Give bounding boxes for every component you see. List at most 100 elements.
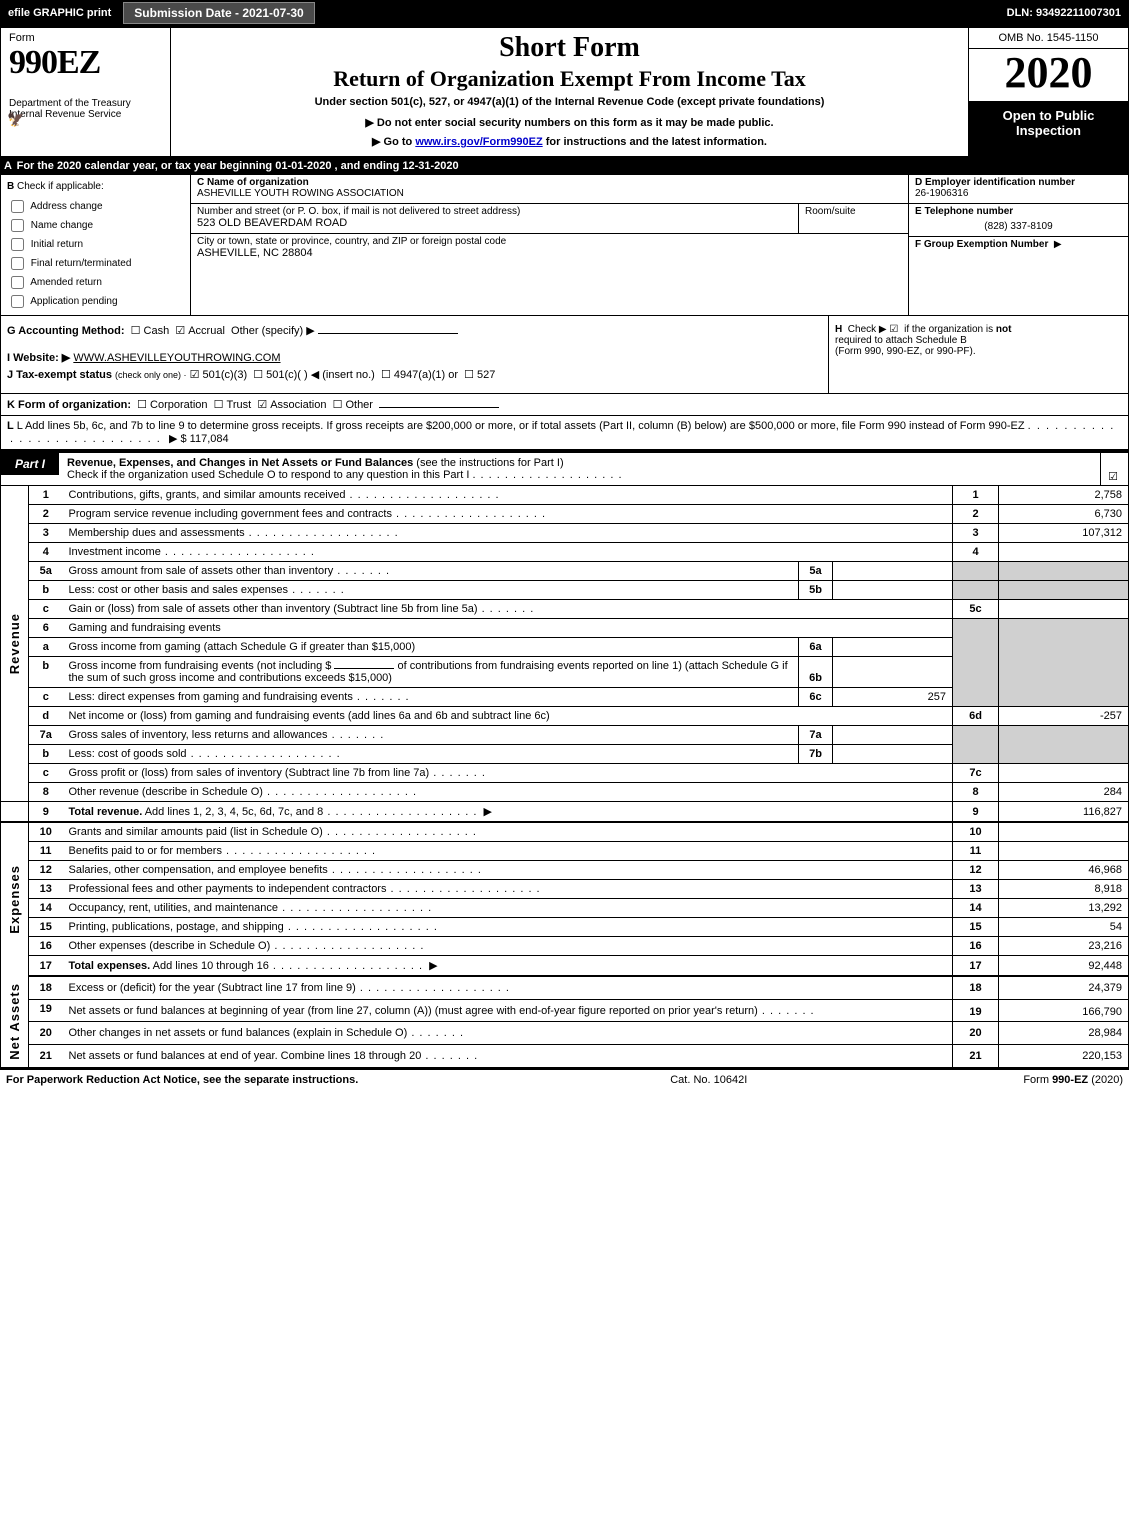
row-8: 8 Other revenue (describe in Schedule O)… [1,783,1129,802]
telephone-label: E Telephone number [915,206,1122,217]
checkbox-527[interactable] [464,369,477,381]
treasury-eagle-icon: 🦅 [7,111,24,128]
amount-9: 116,827 [999,802,1129,823]
row-5c: c Gain or (loss) from sale of assets oth… [1,600,1129,619]
dln-label: DLN: 93492211007301 [999,0,1129,26]
checkbox-application-pending[interactable]: Application pending [7,292,184,311]
box-c-org-info: C Name of organization ASHEVILLE YOUTH R… [191,175,908,315]
room-suite-label: Room/suite [798,204,908,234]
checkbox-address-change[interactable]: Address change [7,197,184,216]
header-center: Short Form Return of Organization Exempt… [171,28,968,156]
amount-21: 220,153 [999,1045,1129,1068]
form-990ez-page: efile GRAPHIC print Submission Date - 20… [0,0,1129,1090]
form-word: Form [9,32,162,44]
submission-date-button[interactable]: Submission Date - 2021-07-30 [123,2,314,24]
city-value: ASHEVILLE, NC 28804 [197,247,902,259]
address-value: 523 OLD BEAVERDAM ROAD [197,217,792,229]
row-18: Net Assets 18 Excess or (deficit) for th… [1,976,1129,999]
amount-16: 23,216 [999,937,1129,956]
telephone-value: (828) 337-8109 [915,221,1122,232]
checkbox-accrual[interactable] [175,325,188,337]
box-def: D Employer identification number 26-1906… [908,175,1128,315]
gross-receipts-amount: $ 117,084 [181,433,229,445]
irs-label: Internal Revenue Service [9,109,162,120]
checkbox-corporation[interactable] [137,399,150,411]
page-footer: For Paperwork Reduction Act Notice, see … [0,1068,1129,1090]
box-b-checkboxes: B Check if applicable: Address change Na… [1,175,191,315]
tax-year: 2020 [969,49,1128,102]
amount-19: 166,790 [999,999,1129,1022]
line-h-schedule-b: H Check ▶ if the organization is not req… [828,316,1128,393]
side-label-net-assets: Net Assets [7,979,22,1064]
row-5b: b Less: cost or other basis and sales ex… [1,581,1129,600]
checkbox-h[interactable] [889,324,901,335]
row-12: 12 Salaries, other compensation, and emp… [1,861,1129,880]
spacer [319,0,999,26]
irs-form-link[interactable]: www.irs.gov/Form990EZ [415,136,542,148]
row-4: 4 Investment income 4 [1,543,1129,562]
part-i-label: Part I [1,453,59,475]
header-left: Form 990EZ 🦅 Department of the Treasury … [1,28,171,156]
address-label: Number and street (or P. O. box, if mail… [197,206,792,217]
row-6d: d Net income or (loss) from gaming and f… [1,707,1129,726]
row-15: 15 Printing, publications, postage, and … [1,918,1129,937]
amount-18: 24,379 [999,976,1129,999]
catalog-number: Cat. No. 10642I [475,1074,944,1086]
row-6: 6 Gaming and fundraising events [1,619,1129,638]
efile-label: efile GRAPHIC print [0,0,119,26]
checkbox-amended-return[interactable]: Amended return [7,273,184,292]
row-2: 2 Program service revenue including gove… [1,505,1129,524]
row-13: 13 Professional fees and other payments … [1,880,1129,899]
checkbox-association[interactable] [257,399,270,411]
amount-10 [999,822,1129,842]
city-label: City or town, state or province, country… [197,236,902,247]
checkbox-final-return[interactable]: Final return/terminated [7,254,184,273]
gh-row: G Accounting Method: Cash Accrual Other … [0,316,1129,394]
amount-6d: -257 [999,707,1129,726]
row-6b: b Gross income from fundraising events (… [1,657,1129,688]
checkbox-initial-return[interactable]: Initial return [7,235,184,254]
part-i-title: Revenue, Expenses, and Changes in Net As… [59,453,1100,485]
row-17: 17 Total expenses. Add lines 10 through … [1,956,1129,977]
org-name: ASHEVILLE YOUTH ROWING ASSOCIATION [197,188,902,199]
row-7a: 7a Gross sales of inventory, less return… [1,726,1129,745]
omb-number: OMB No. 1545-1150 [969,28,1128,49]
form-version: Form 990-EZ (2020) [943,1074,1123,1086]
open-public-label: Open to Public Inspection [969,102,1128,156]
line-g-accounting: G Accounting Method: Cash Accrual Other … [1,316,828,393]
row-21: 21 Net assets or fund balances at end of… [1,1045,1129,1068]
amount-7c [999,764,1129,783]
row-6c: c Less: direct expenses from gaming and … [1,688,1129,707]
amount-8: 284 [999,783,1129,802]
line-a-tax-year: A For the 2020 calendar year, or tax yea… [0,157,1129,175]
amount-11 [999,842,1129,861]
website-link[interactable]: WWW.ASHEVILLEYOUTHROWING.COM [73,352,280,364]
checkbox-501c3[interactable] [190,369,203,381]
org-info-block: B Check if applicable: Address change Na… [0,175,1129,316]
part-i-header: Part I Revenue, Expenses, and Changes in… [0,451,1129,486]
row-19: 19 Net assets or fund balances at beginn… [1,999,1129,1022]
checkbox-501c[interactable] [253,369,266,381]
org-name-label: C Name of organization [197,177,902,188]
checkbox-cash[interactable] [131,325,144,337]
checkbox-other[interactable] [333,399,346,411]
row-11: 11 Benefits paid to or for members 11 [1,842,1129,861]
form-header: Form 990EZ 🦅 Department of the Treasury … [0,26,1129,157]
paperwork-notice: For Paperwork Reduction Act Notice, see … [6,1074,475,1086]
checkbox-trust[interactable] [214,399,227,411]
header-right: OMB No. 1545-1150 2020 Open to Public In… [968,28,1128,156]
return-title: Return of Organization Exempt From Incom… [181,66,958,92]
amount-20: 28,984 [999,1022,1129,1045]
row-5a: 5a Gross amount from sale of assets othe… [1,562,1129,581]
amount-5c [999,600,1129,619]
ein-label: D Employer identification number [915,177,1122,188]
side-label-expenses: Expenses [7,861,22,938]
part-i-check[interactable] [1100,453,1128,485]
amount-1: 2,758 [999,486,1129,505]
row-1: Revenue 1 Contributions, gifts, grants, … [1,486,1129,505]
amount-15: 54 [999,918,1129,937]
checkbox-name-change[interactable]: Name change [7,216,184,235]
department-label: Department of the Treasury [9,98,162,109]
amount-12: 46,968 [999,861,1129,880]
checkbox-4947[interactable] [381,369,394,381]
